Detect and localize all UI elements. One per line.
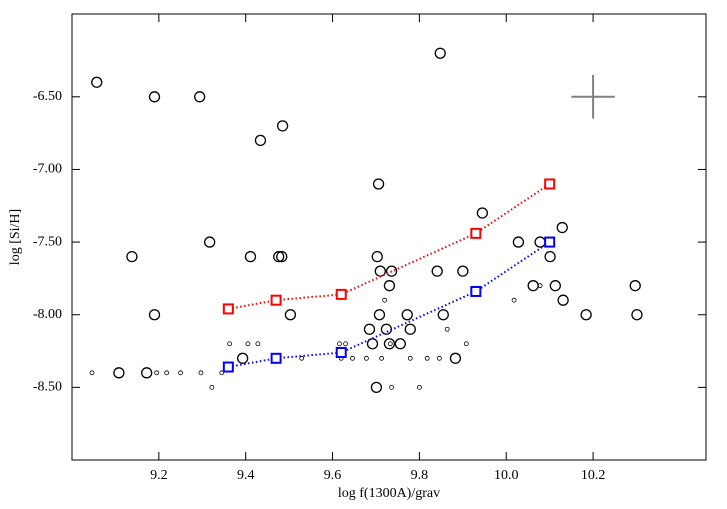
circle-marker [148, 309, 161, 321]
circle-marker [434, 47, 446, 59]
circle-marker [255, 341, 261, 347]
square-marker [222, 361, 234, 373]
circle-marker [527, 280, 539, 292]
circle-marker [629, 280, 641, 292]
x-tick-label: 9.8 [411, 468, 429, 483]
series-line [228, 241, 551, 369]
circle-marker [389, 384, 395, 390]
circle-marker [126, 250, 138, 263]
square-marker [470, 285, 482, 297]
square-marker [222, 303, 234, 315]
circle-marker [198, 370, 204, 376]
circle-marker [394, 338, 406, 350]
square-marker [335, 346, 347, 358]
circle-marker [372, 178, 385, 190]
circle-marker [534, 236, 546, 248]
circle-marker [476, 207, 489, 219]
series-line [228, 183, 551, 310]
circle-marker [401, 309, 413, 321]
circle-marker [364, 355, 369, 361]
circle-marker [219, 370, 225, 376]
y-tick-label: -8.00 [33, 307, 62, 322]
circle-marker [284, 309, 297, 321]
square-marker [544, 178, 556, 190]
circle-marker [437, 309, 449, 321]
circle-marker [337, 341, 342, 347]
circle-marker [164, 370, 170, 376]
circle-marker [91, 76, 103, 88]
y-tick-label: -6.50 [33, 89, 62, 104]
circle-marker [273, 250, 285, 263]
circle-marker [276, 250, 288, 263]
circle-marker [383, 280, 396, 292]
circle-marker [383, 338, 396, 350]
circle-marker [178, 370, 183, 376]
circle-marker [544, 250, 556, 263]
circle-marker [385, 265, 398, 277]
circle-marker [549, 280, 561, 292]
circle-marker [407, 355, 413, 361]
x-tick-label: 9.4 [237, 468, 255, 483]
square-marker [270, 294, 282, 306]
circle-marker [204, 236, 216, 248]
circle-marker [436, 355, 442, 361]
circle-marker [387, 341, 393, 347]
circle-marker [431, 265, 443, 277]
circle-marker [245, 341, 251, 347]
square-marker [270, 352, 282, 364]
circle-marker [363, 323, 376, 335]
circle-marker [299, 355, 305, 361]
square-marker [470, 227, 482, 239]
circle-marker [382, 297, 388, 303]
y-tick-label: -7.00 [33, 162, 62, 177]
circle-marker [343, 341, 348, 347]
x-tick-label: 9.2 [150, 468, 168, 483]
circle-marker [511, 297, 517, 303]
circle-marker [244, 250, 257, 263]
circle-marker [537, 283, 543, 289]
x-axis-label: log f(1300A)/grav [338, 486, 440, 501]
circle-marker [276, 120, 289, 132]
circle-marker [237, 352, 249, 364]
circle-marker [424, 355, 430, 361]
circle-marker [154, 370, 160, 376]
x-tick-label: 9.6 [324, 468, 342, 483]
circle-marker [141, 367, 153, 379]
circle-marker [449, 352, 462, 364]
square-marker [544, 236, 556, 248]
circle-marker [194, 91, 206, 103]
circle-marker [209, 384, 215, 390]
circle-marker [113, 367, 125, 379]
circle-marker [631, 309, 643, 321]
circle-marker [373, 309, 386, 321]
square-marker [335, 288, 347, 300]
circle-marker [404, 323, 416, 335]
circle-marker [371, 250, 383, 263]
circle-marker [457, 265, 469, 277]
circle-marker [557, 294, 569, 306]
plot-frame [71, 13, 707, 461]
circle-marker [148, 91, 161, 103]
circle-marker [463, 341, 469, 347]
circle-marker [379, 355, 385, 361]
circle-marker [512, 236, 525, 248]
circle-marker [416, 384, 422, 390]
x-tick-label: 10.2 [581, 468, 606, 483]
y-tick-label: -8.50 [33, 380, 62, 395]
circle-marker [444, 326, 450, 332]
circle-marker [370, 381, 383, 394]
y-tick-label: -7.50 [33, 234, 62, 249]
x-tick-label: 10.0 [494, 468, 519, 483]
circle-marker [254, 134, 267, 147]
circle-marker [580, 309, 592, 321]
circle-marker [89, 370, 95, 376]
circle-marker [227, 341, 233, 347]
y-axis-label: log [Si/H] [8, 209, 23, 265]
circle-marker [350, 355, 355, 361]
circle-marker [556, 221, 568, 234]
